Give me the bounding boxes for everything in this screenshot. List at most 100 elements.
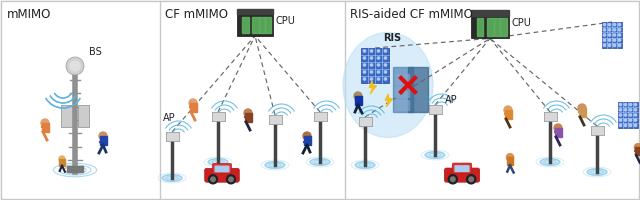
Circle shape [244,109,252,117]
Circle shape [604,39,605,41]
Circle shape [629,119,632,121]
Bar [602,22,622,48]
Circle shape [41,119,49,127]
Bar [408,67,428,112]
FancyBboxPatch shape [212,163,232,174]
Bar [429,104,442,114]
Circle shape [608,23,611,26]
Bar [477,18,483,36]
Circle shape [624,103,627,106]
Circle shape [371,50,372,52]
Text: AP: AP [445,95,458,105]
Circle shape [608,39,611,41]
Bar [403,100,409,110]
Bar [395,87,401,97]
Circle shape [618,44,621,47]
FancyBboxPatch shape [205,168,239,182]
Circle shape [613,39,616,41]
Ellipse shape [587,168,607,176]
Text: BS: BS [89,47,102,57]
Circle shape [228,177,233,182]
Bar [487,18,494,36]
Ellipse shape [355,162,375,168]
Bar [500,18,507,36]
Circle shape [378,57,380,59]
Circle shape [604,29,605,31]
Circle shape [384,50,387,52]
Bar [429,106,440,112]
Bar [591,126,604,134]
Circle shape [371,57,372,59]
Circle shape [99,132,107,140]
Circle shape [371,64,372,66]
Circle shape [634,109,637,111]
Bar [543,112,557,120]
Bar [269,114,282,123]
Circle shape [189,99,197,107]
Circle shape [634,124,637,127]
Circle shape [211,177,215,182]
Circle shape [629,103,632,106]
Circle shape [378,71,380,73]
Bar [252,17,259,33]
Circle shape [504,106,512,114]
Bar [358,116,371,126]
Bar [189,103,196,112]
Circle shape [629,114,632,116]
Circle shape [364,57,365,59]
Circle shape [451,177,455,182]
Circle shape [209,175,218,184]
Bar [211,112,225,120]
FancyBboxPatch shape [455,166,461,171]
Circle shape [384,57,387,59]
Circle shape [364,50,365,52]
Circle shape [578,104,586,112]
Ellipse shape [208,158,228,166]
Circle shape [613,23,616,26]
Bar [78,105,89,127]
Text: CF mMIMO: CF mMIMO [165,8,228,21]
Circle shape [371,78,372,80]
Text: RIS-aided CF mMIMO: RIS-aided CF mMIMO [350,8,473,21]
Circle shape [371,71,372,73]
Bar [259,17,265,33]
Bar [212,112,223,119]
Bar [62,106,71,126]
Circle shape [620,103,621,106]
Circle shape [620,109,621,111]
Bar [166,132,177,140]
Circle shape [554,124,562,132]
Circle shape [448,175,458,184]
Ellipse shape [162,174,182,182]
Bar [60,159,65,166]
Circle shape [613,44,616,47]
Bar [504,110,511,119]
Circle shape [624,124,627,127]
Circle shape [384,71,387,73]
Ellipse shape [265,162,285,168]
Bar [393,67,413,112]
Bar [79,106,88,126]
Bar [403,87,409,97]
Circle shape [618,34,621,36]
Bar [244,113,252,122]
FancyBboxPatch shape [452,163,472,173]
Ellipse shape [540,158,560,166]
Text: mMIMO: mMIMO [7,8,51,21]
Bar [579,108,586,117]
Ellipse shape [343,32,433,138]
Circle shape [608,29,611,31]
Circle shape [66,57,84,75]
Bar [360,117,371,124]
Circle shape [364,78,365,80]
Bar [507,157,513,165]
Circle shape [634,144,640,151]
FancyBboxPatch shape [444,168,479,182]
Bar [237,14,273,36]
Bar [395,74,401,84]
Circle shape [354,92,362,100]
Bar [471,16,509,38]
Ellipse shape [425,152,445,158]
Circle shape [604,23,605,26]
Bar [303,136,310,145]
